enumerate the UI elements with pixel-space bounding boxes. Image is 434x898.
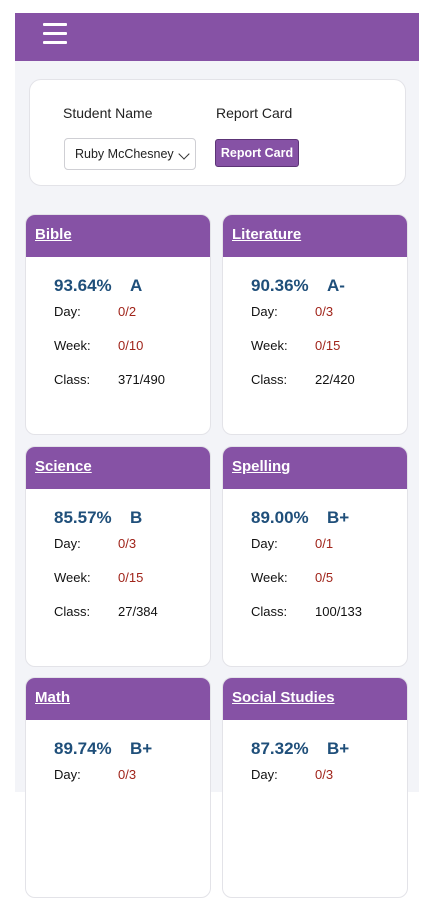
day-label: Day:	[54, 536, 81, 551]
course-title-link[interactable]: Science	[35, 458, 92, 475]
class-label: Class:	[251, 604, 288, 619]
course-percent: 85.57%	[54, 508, 112, 527]
student-select[interactable]: Ruby McChesney	[64, 138, 196, 170]
week-label: Week:	[251, 338, 288, 353]
course-letter-grade: B+	[327, 508, 350, 527]
class-value: 22/420	[315, 372, 355, 387]
report-card-button[interactable]: Report Card	[215, 139, 299, 167]
course-card-math: Math 89.74% B+ Day: 0/3	[25, 677, 211, 898]
day-value: 0/3	[118, 536, 137, 551]
student-select-value: Ruby McChesney	[75, 147, 174, 161]
class-label: Class:	[54, 604, 91, 619]
class-value: 100/133	[315, 604, 362, 619]
course-title-link[interactable]: Social Studies	[232, 689, 335, 706]
class-label: Class:	[251, 372, 288, 387]
course-title-link[interactable]: Literature	[232, 226, 302, 243]
course-header: Spelling	[223, 447, 407, 489]
course-percent: 90.36%	[251, 276, 309, 295]
course-title-link[interactable]: Math	[35, 689, 70, 706]
class-label: Class:	[54, 372, 91, 387]
week-label: Week:	[54, 338, 91, 353]
day-value: 0/1	[315, 536, 334, 551]
day-label: Day:	[251, 767, 278, 782]
report-card-label: Report Card	[216, 105, 293, 121]
course-card-science: Science 85.57% B Day: 0/3 Week: 0/15 Cla…	[25, 446, 211, 667]
course-title-link[interactable]: Bible	[35, 226, 72, 243]
week-label: Week:	[251, 570, 288, 585]
course-percent: 89.00%	[251, 508, 309, 527]
chevron-down-icon	[178, 148, 190, 160]
day-value: 0/3	[315, 767, 334, 782]
day-value: 0/3	[118, 767, 137, 782]
course-letter-grade: A-	[327, 276, 345, 295]
class-value: 371/490	[118, 372, 165, 387]
course-header: Science	[26, 447, 210, 489]
course-header: Literature	[223, 215, 407, 257]
top-navbar	[15, 13, 419, 61]
day-label: Day:	[251, 536, 278, 551]
week-value: 0/10	[118, 338, 144, 353]
course-letter-grade: A	[130, 276, 143, 295]
course-header: Math	[26, 678, 210, 720]
course-card-spelling: Spelling 89.00% B+ Day: 0/1 Week: 0/5 Cl…	[222, 446, 408, 667]
week-value: 0/15	[315, 338, 341, 353]
week-value: 0/15	[118, 570, 144, 585]
course-percent: 89.74%	[54, 739, 112, 758]
course-letter-grade: B+	[327, 739, 350, 758]
course-card-social-studies: Social Studies 87.32% B+ Day: 0/3	[222, 677, 408, 898]
course-percent: 87.32%	[251, 739, 309, 758]
week-value: 0/5	[315, 570, 334, 585]
course-letter-grade: B+	[130, 739, 153, 758]
student-name-label: Student Name	[63, 105, 153, 121]
course-letter-grade: B	[130, 508, 143, 527]
day-label: Day:	[54, 304, 81, 319]
hamburger-menu-icon[interactable]	[43, 23, 67, 45]
week-label: Week:	[54, 570, 91, 585]
day-value: 0/2	[118, 304, 137, 319]
class-value: 27/384	[118, 604, 158, 619]
day-label: Day:	[54, 767, 81, 782]
day-label: Day:	[251, 304, 278, 319]
course-card-literature: Literature 90.36% A- Day: 0/3 Week: 0/15…	[222, 214, 408, 435]
course-percent: 93.64%	[54, 276, 112, 295]
course-card-bible: Bible 93.64% A Day: 0/2 Week: 0/10 Class…	[25, 214, 211, 435]
course-header: Bible	[26, 215, 210, 257]
filter-panel: Student Name Report Card Ruby McChesney …	[29, 79, 406, 186]
course-title-link[interactable]: Spelling	[232, 458, 291, 475]
course-header: Social Studies	[223, 678, 407, 720]
day-value: 0/3	[315, 304, 334, 319]
